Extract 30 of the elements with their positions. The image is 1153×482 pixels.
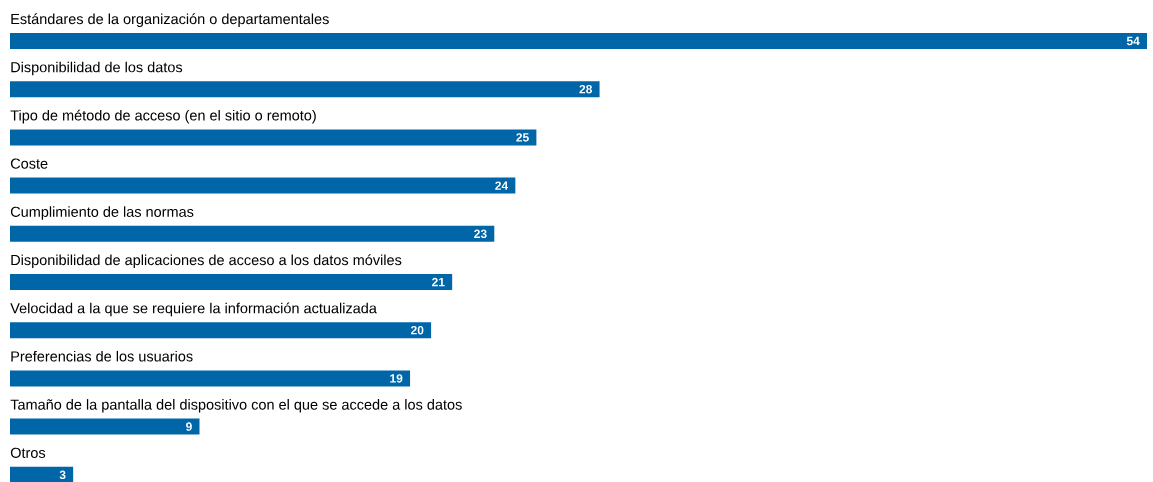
y-tick-label: Velocidad a la que se requiere la información actualizada: [10, 302, 377, 317]
data-label: 28: [579, 84, 592, 94]
bar: [10, 418, 200, 435]
bar: [10, 466, 74, 482]
y-tick-label: Coste: [10, 158, 48, 169]
bar: [10, 225, 495, 242]
data-label: 20: [410, 325, 424, 335]
y-tick-label: Cumplimiento de las normas: [10, 206, 194, 220]
bar: [10, 322, 432, 339]
y-tick-label: Preferencias de los usuarios: [11, 350, 193, 362]
y-tick-label: Disponibilidad de aplicaciones de acceso a los datos móviles: [11, 254, 402, 269]
data-label: 19: [390, 374, 403, 383]
bar: [10, 81, 600, 98]
bar: [10, 274, 453, 290]
bar: [10, 177, 516, 194]
y-tick-label: Tamaño de la pantalla del dispositivo con el que se accede a los datos: [10, 399, 462, 413]
bar: [10, 33, 1148, 49]
data-label: 21: [432, 277, 445, 287]
data-label: 23: [474, 229, 487, 239]
y-tick-label: Otros: [10, 447, 46, 458]
bar: [10, 370, 411, 387]
data-label: 9: [186, 422, 192, 431]
y-tick-label: Tipo de método de acceso (en el sitio o remoto): [10, 109, 316, 124]
data-label: 25: [516, 133, 529, 142]
y-tick-label: Disponibilidad de los datos: [11, 61, 183, 76]
y-tick-label: Estándares de la organización o departamentales: [11, 13, 329, 28]
data-label: 54: [1126, 36, 1140, 46]
data-label: 3: [59, 470, 66, 480]
bar: [10, 129, 537, 146]
data-label: 24: [495, 181, 509, 190]
